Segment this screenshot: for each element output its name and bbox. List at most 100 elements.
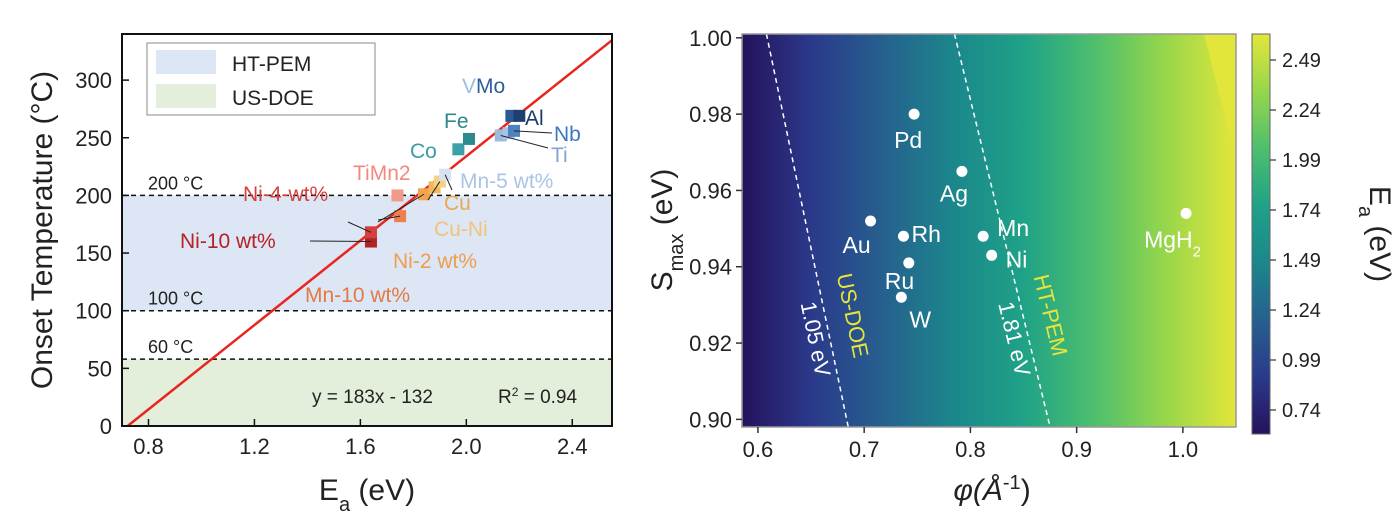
smax-tick-label-5: 1.00 bbox=[689, 26, 732, 51]
point-co bbox=[452, 143, 465, 156]
smax-axis-label: Smax (eV) bbox=[646, 169, 688, 292]
smax-tick-label-3: 0.96 bbox=[689, 178, 732, 203]
colorbar-label: Ea (eV) bbox=[1354, 186, 1396, 282]
leader-ni-4-wt bbox=[347, 221, 372, 233]
label-al: Al bbox=[525, 107, 544, 130]
element-point-ru bbox=[903, 257, 915, 269]
r-squared: R2 = 0.94 bbox=[498, 385, 577, 408]
legend-label-ht-pem: HT-PEM bbox=[232, 53, 311, 76]
y-tick-label-6: 300 bbox=[75, 68, 112, 93]
label-ti: Ti bbox=[551, 144, 568, 167]
label-mn-10-wt: Mn-10 wt% bbox=[305, 284, 410, 307]
leader-ti bbox=[500, 134, 549, 149]
label-cu-ni: Cu-Ni bbox=[434, 218, 488, 241]
phi-tick-label-3: 0.9 bbox=[1061, 437, 1092, 462]
heatmap-field bbox=[742, 34, 1236, 427]
heatmap-corner-high bbox=[1204, 34, 1236, 160]
label-mo: Mo bbox=[476, 75, 505, 98]
label-fe: Fe bbox=[444, 110, 469, 133]
element-label-ni: Ni bbox=[1006, 246, 1028, 272]
element-point-mgh bbox=[1180, 207, 1192, 219]
x-tick-label-3: 2.0 bbox=[451, 434, 482, 459]
smax-tick-label-0: 0.90 bbox=[689, 407, 732, 432]
band-ht-pem bbox=[122, 195, 612, 311]
smax-tick-label-2: 0.94 bbox=[689, 255, 732, 280]
phi-axis-label: φ(Å-1) bbox=[953, 472, 1030, 507]
label-cu: Cu bbox=[444, 192, 471, 215]
y-axis-label: Onset Temperature (°C) bbox=[26, 71, 59, 389]
legend-swatch-ht-pem bbox=[156, 50, 216, 74]
element-point-ag bbox=[956, 165, 968, 177]
element-points: Pd Ag Au Rh Mn Ni Ru W MgH2 bbox=[843, 108, 1201, 332]
label-mn-5-wt: Mn-5 wt% bbox=[460, 170, 553, 193]
y-tick-label-1: 50 bbox=[88, 356, 112, 381]
element-point-au bbox=[865, 215, 877, 227]
leader-cu-ni bbox=[427, 181, 441, 201]
cbar-tick-label-3: 1.49 bbox=[1282, 250, 1321, 272]
x-tick-label-1: 1.2 bbox=[239, 434, 270, 459]
element-point-rh bbox=[897, 230, 909, 242]
threshold-label-1: 100 °C bbox=[148, 289, 203, 309]
element-label-mn: Mn bbox=[997, 215, 1029, 241]
element-point-ni bbox=[986, 249, 998, 261]
contour-line-1 bbox=[953, 34, 1051, 427]
smax-tick-label-1: 0.92 bbox=[689, 331, 732, 356]
threshold-lines: 200 °C 100 °C 60 °C bbox=[122, 173, 612, 360]
cbar-tick-label-7: 2.49 bbox=[1282, 50, 1321, 72]
element-label-mgh: MgH2 bbox=[1144, 226, 1201, 259]
element-point-pd bbox=[908, 108, 920, 120]
cbar-tick-label-5: 1.99 bbox=[1282, 150, 1321, 172]
cbar-tick-label-4: 1.74 bbox=[1282, 200, 1321, 222]
y-tick-label-0: 0 bbox=[100, 414, 112, 439]
point-al bbox=[513, 109, 526, 122]
x-axis-label: Ea (eV) bbox=[319, 474, 415, 516]
fit-equation: y = 183x - 132 bbox=[312, 387, 433, 408]
label-timn2: TiMn2 bbox=[353, 162, 411, 185]
element-label-ru: Ru bbox=[885, 268, 914, 294]
label-v: V bbox=[462, 75, 476, 98]
legend-label-us-doe: US-DOE bbox=[232, 87, 314, 110]
label-ni-2-wt: Ni-2 wt% bbox=[393, 250, 477, 273]
phi-tick-label-0: 0.6 bbox=[743, 437, 774, 462]
cbar-tick-label-1: 0.99 bbox=[1282, 350, 1321, 372]
y-tick-label-4: 200 bbox=[75, 183, 112, 208]
point-fe bbox=[462, 132, 475, 145]
smax-tick-label-4: 0.98 bbox=[689, 102, 732, 127]
leader-ni-2-wt bbox=[377, 193, 425, 223]
threshold-label-2: 60 °C bbox=[148, 337, 193, 357]
point-labels: Ni-10 wt% Ni-4-wt% Mn-10 wt% TiMn2 Ni-2 wt% C… bbox=[180, 75, 581, 307]
leader-nb bbox=[513, 130, 553, 134]
label-ni-4-wt: Ni-4-wt% bbox=[243, 183, 328, 206]
point-timn2 bbox=[391, 189, 404, 202]
element-point-w bbox=[895, 291, 907, 303]
element-label-w: W bbox=[909, 306, 931, 332]
contour-lines bbox=[765, 34, 1051, 427]
smax-axis-ticks: 0.90 0.92 0.94 0.96 0.98 1.00 bbox=[689, 26, 742, 432]
cbar-tick-label-0: 0.74 bbox=[1282, 400, 1321, 422]
legend-swatch-us-doe bbox=[156, 84, 216, 108]
x-tick-label-2: 1.6 bbox=[345, 434, 376, 459]
y-axis-ticks: 0 50 100 150 200 250 300 bbox=[75, 68, 129, 439]
band-us-doe bbox=[122, 359, 612, 426]
label-ni-10-wt: Ni-10 wt% bbox=[180, 230, 276, 253]
leader-mn-5-wt bbox=[444, 174, 453, 191]
cbar-tick-label-6: 2.24 bbox=[1282, 100, 1321, 122]
cbar-tick-label-2: 1.24 bbox=[1282, 300, 1321, 322]
element-label-rh: Rh bbox=[911, 221, 940, 247]
x-tick-label-4: 2.4 bbox=[557, 434, 588, 459]
y-tick-label-2: 100 bbox=[75, 299, 112, 324]
point-mo bbox=[505, 109, 518, 122]
contour-line-0 bbox=[765, 34, 849, 427]
element-label-pd: Pd bbox=[894, 127, 922, 153]
y-tick-label-5: 250 bbox=[75, 126, 112, 151]
y-tick-label-3: 150 bbox=[75, 241, 112, 266]
threshold-label-0: 200 °C bbox=[148, 173, 203, 193]
label-co: Co bbox=[410, 140, 437, 163]
legend: HT-PEM US-DOE bbox=[146, 42, 376, 116]
left-chart: 200 °C 100 °C 60 °C Ni-10 wt% Ni-4-wt% Mn-10… bbox=[26, 33, 613, 516]
heatmap-frame bbox=[741, 33, 1237, 428]
x-tick-label-0: 0.8 bbox=[133, 434, 164, 459]
element-label-ag: Ag bbox=[940, 180, 968, 206]
leader-ni-10-wt bbox=[309, 240, 371, 243]
